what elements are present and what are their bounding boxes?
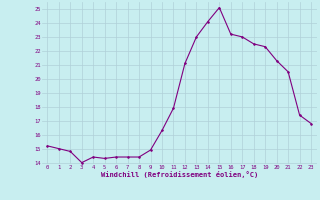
- X-axis label: Windchill (Refroidissement éolien,°C): Windchill (Refroidissement éolien,°C): [100, 171, 258, 178]
